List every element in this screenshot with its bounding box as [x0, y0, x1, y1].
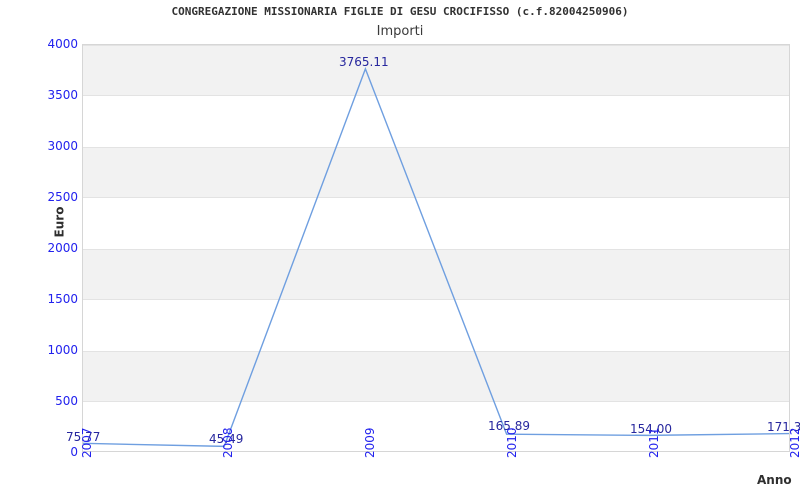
y-tick-label: 1500 [47, 292, 78, 306]
x-tick-label: 2009 [363, 427, 377, 458]
chart-title: CONGREGAZIONE MISSIONARIA FIGLIE DI GESU… [171, 5, 629, 18]
y-tick-label: 2500 [47, 190, 78, 204]
x-tick-label: 2011 [647, 427, 661, 458]
y-tick-label: 4000 [47, 37, 78, 51]
x-tick-label: 2008 [221, 427, 235, 458]
grid-band [83, 45, 789, 96]
y-tick-label: 3000 [47, 139, 78, 153]
y-axis-title: Euro [52, 206, 67, 238]
y-tick-label: 1000 [47, 343, 78, 357]
y-axis: 4000 3500 3000 2500 2000 1500 1000 500 0 [0, 37, 78, 459]
x-tick-label: 2012 [788, 427, 800, 458]
chart-subtitle: Importi [376, 24, 424, 39]
x-tick-label: 2007 [80, 427, 94, 458]
x-axis-title: Anno [757, 473, 792, 487]
y-tick-label: 3500 [47, 88, 78, 102]
point-value-label: 75.77 [66, 430, 101, 444]
grid-band [83, 147, 789, 198]
point-value-label: 3765.11 [339, 55, 389, 69]
y-tick-label: 2000 [47, 241, 78, 255]
point-value-label: 165.89 [488, 419, 530, 433]
series-line-importi [83, 45, 789, 451]
point-value-label: 154.00 [630, 422, 672, 436]
point-value-label: 171.3 [767, 420, 800, 434]
x-axis: 2007 2008 2009 2010 2011 2012 [80, 427, 800, 500]
plot-area [82, 44, 790, 452]
y-tick-label: 0 [70, 445, 78, 459]
point-value-label: 45.49 [209, 432, 244, 446]
y-tick-label: 500 [55, 394, 78, 408]
x-tick-label: 2010 [505, 427, 519, 458]
grid-band [83, 249, 789, 300]
grid-band [83, 351, 789, 402]
